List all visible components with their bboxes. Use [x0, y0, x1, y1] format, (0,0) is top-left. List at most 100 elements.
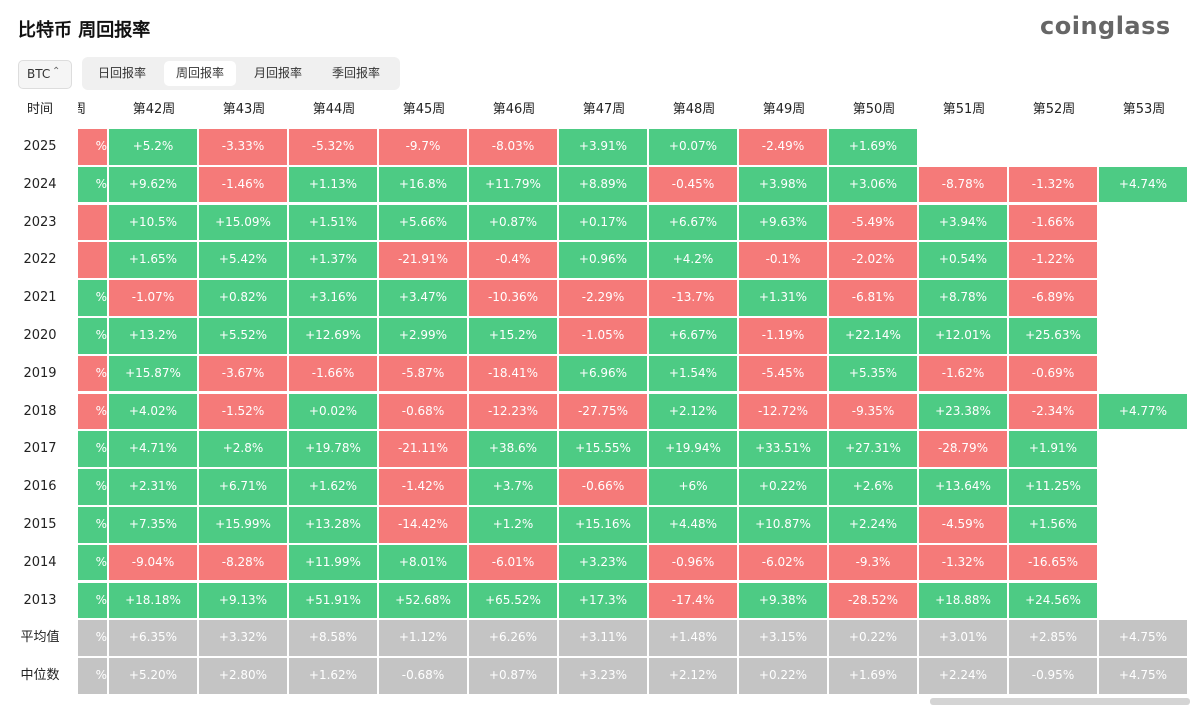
cell: -8.03%: [469, 129, 557, 165]
cell: +27.31%: [829, 431, 917, 467]
cell: +5.20%: [109, 658, 197, 694]
cell: +3.32%: [199, 620, 287, 656]
cell: -9.35%: [829, 393, 917, 430]
cell: +2.80%: [199, 658, 287, 694]
cell: +2.12%: [649, 393, 737, 430]
title: 比特币 周回报率: [18, 20, 151, 41]
cell: +8.78%: [919, 280, 1007, 316]
cell: +3.47%: [379, 280, 467, 316]
cell: +2.24%: [919, 658, 1007, 694]
cell: -1.19%: [739, 318, 827, 354]
cell: +2.6%: [829, 469, 917, 505]
cell: -2.34%: [1009, 393, 1097, 430]
cell: -2.29%: [559, 280, 647, 316]
cell: %: [78, 393, 107, 430]
column-header: 第52周: [1032, 102, 1076, 117]
cell: -0.68%: [379, 658, 467, 694]
cell: +1.48%: [649, 620, 737, 656]
cell: +3.16%: [289, 280, 377, 316]
cell: -6.02%: [739, 544, 827, 581]
cell: +1.69%: [829, 658, 917, 694]
cell: +2.12%: [649, 658, 737, 694]
cell: -1.32%: [1009, 166, 1097, 203]
cell: +1.54%: [649, 355, 737, 392]
cell: -28.52%: [829, 582, 917, 619]
cell: +15.16%: [559, 507, 647, 543]
cell: -0.1%: [739, 242, 827, 278]
cell: -1.52%: [199, 393, 287, 430]
column-header: 第53周: [1122, 102, 1166, 117]
cell: -1.07%: [109, 280, 197, 316]
cell: +1.2%: [469, 507, 557, 543]
tab[interactable]: 季回报率: [331, 66, 380, 80]
cell: +2.24%: [829, 507, 917, 543]
cell: +19.94%: [649, 431, 737, 467]
cell: +9.38%: [739, 582, 827, 619]
cell: -1.66%: [1009, 204, 1097, 241]
logo: coinglass: [1040, 12, 1171, 40]
cell: -9.7%: [379, 129, 467, 165]
cell: +1.65%: [109, 242, 197, 278]
cell: +15.55%: [559, 431, 647, 467]
cell: +18.88%: [919, 582, 1007, 619]
row-label: 2022: [23, 252, 57, 268]
cell: +11.25%: [1009, 469, 1097, 505]
cell: +3.7%: [469, 469, 557, 505]
cell: +6.67%: [649, 204, 737, 241]
corner-header: 时间: [26, 102, 53, 117]
tab[interactable]: 月回报率: [253, 66, 302, 80]
cell: -2.49%: [739, 129, 827, 165]
row-label: 平均值: [20, 630, 60, 646]
tab-bar: [82, 57, 400, 90]
cell: +1.91%: [1009, 431, 1097, 467]
column-header: 第44周: [312, 102, 356, 117]
cell: +5.35%: [829, 355, 917, 392]
scrollbar[interactable]: [930, 698, 1190, 705]
row-label: 2016: [23, 479, 57, 495]
cell: [78, 242, 107, 278]
cell: +4.02%: [109, 393, 197, 430]
row-label: 2013: [23, 592, 57, 608]
cell: +8.01%: [379, 544, 467, 581]
cell: +5.2%: [109, 129, 197, 165]
cell: +0.82%: [199, 280, 287, 316]
cell: -1.05%: [559, 318, 647, 354]
cell: -18.41%: [469, 355, 557, 392]
cell: -17.4%: [649, 582, 737, 619]
cell: -1.66%: [289, 355, 377, 392]
column-header: 第43周: [222, 102, 266, 117]
cell: +2.85%: [1009, 620, 1097, 656]
column-header: 第48周: [672, 102, 716, 117]
cell: -1.42%: [379, 469, 467, 505]
cell: +12.01%: [919, 318, 1007, 354]
cell: +9.62%: [109, 166, 197, 203]
cell: +2.99%: [379, 318, 467, 354]
cell: +1.69%: [829, 129, 917, 165]
cell: -5.45%: [739, 355, 827, 392]
asset-select[interactable]: BTC: [18, 60, 72, 89]
cell: -21.91%: [379, 242, 467, 278]
cell: -0.69%: [1009, 355, 1097, 392]
cell: +65.52%: [469, 582, 557, 619]
cell: +8.89%: [559, 166, 647, 203]
cell: +0.87%: [469, 204, 557, 241]
cell: +6.71%: [199, 469, 287, 505]
cell: +9.63%: [739, 204, 827, 241]
row-label: 2024: [23, 176, 57, 192]
cell: +5.42%: [199, 242, 287, 278]
cell: +1.62%: [289, 658, 377, 694]
tab[interactable]: 周回报率: [164, 61, 236, 86]
cell: +24.56%: [1009, 582, 1097, 619]
cell: +6.67%: [649, 318, 737, 354]
cell: +0.22%: [739, 469, 827, 505]
cell: +1.37%: [289, 242, 377, 278]
cell: -0.95%: [1009, 658, 1097, 694]
cell: +15.2%: [469, 318, 557, 354]
cell: +12.69%: [289, 318, 377, 354]
cell: +4.71%: [109, 431, 197, 467]
cell: -6.81%: [829, 280, 917, 316]
tab[interactable]: 日回报率: [97, 66, 146, 80]
cell: +0.07%: [649, 129, 737, 165]
cell: +0.87%: [469, 658, 557, 694]
cell: -27.75%: [559, 393, 647, 430]
